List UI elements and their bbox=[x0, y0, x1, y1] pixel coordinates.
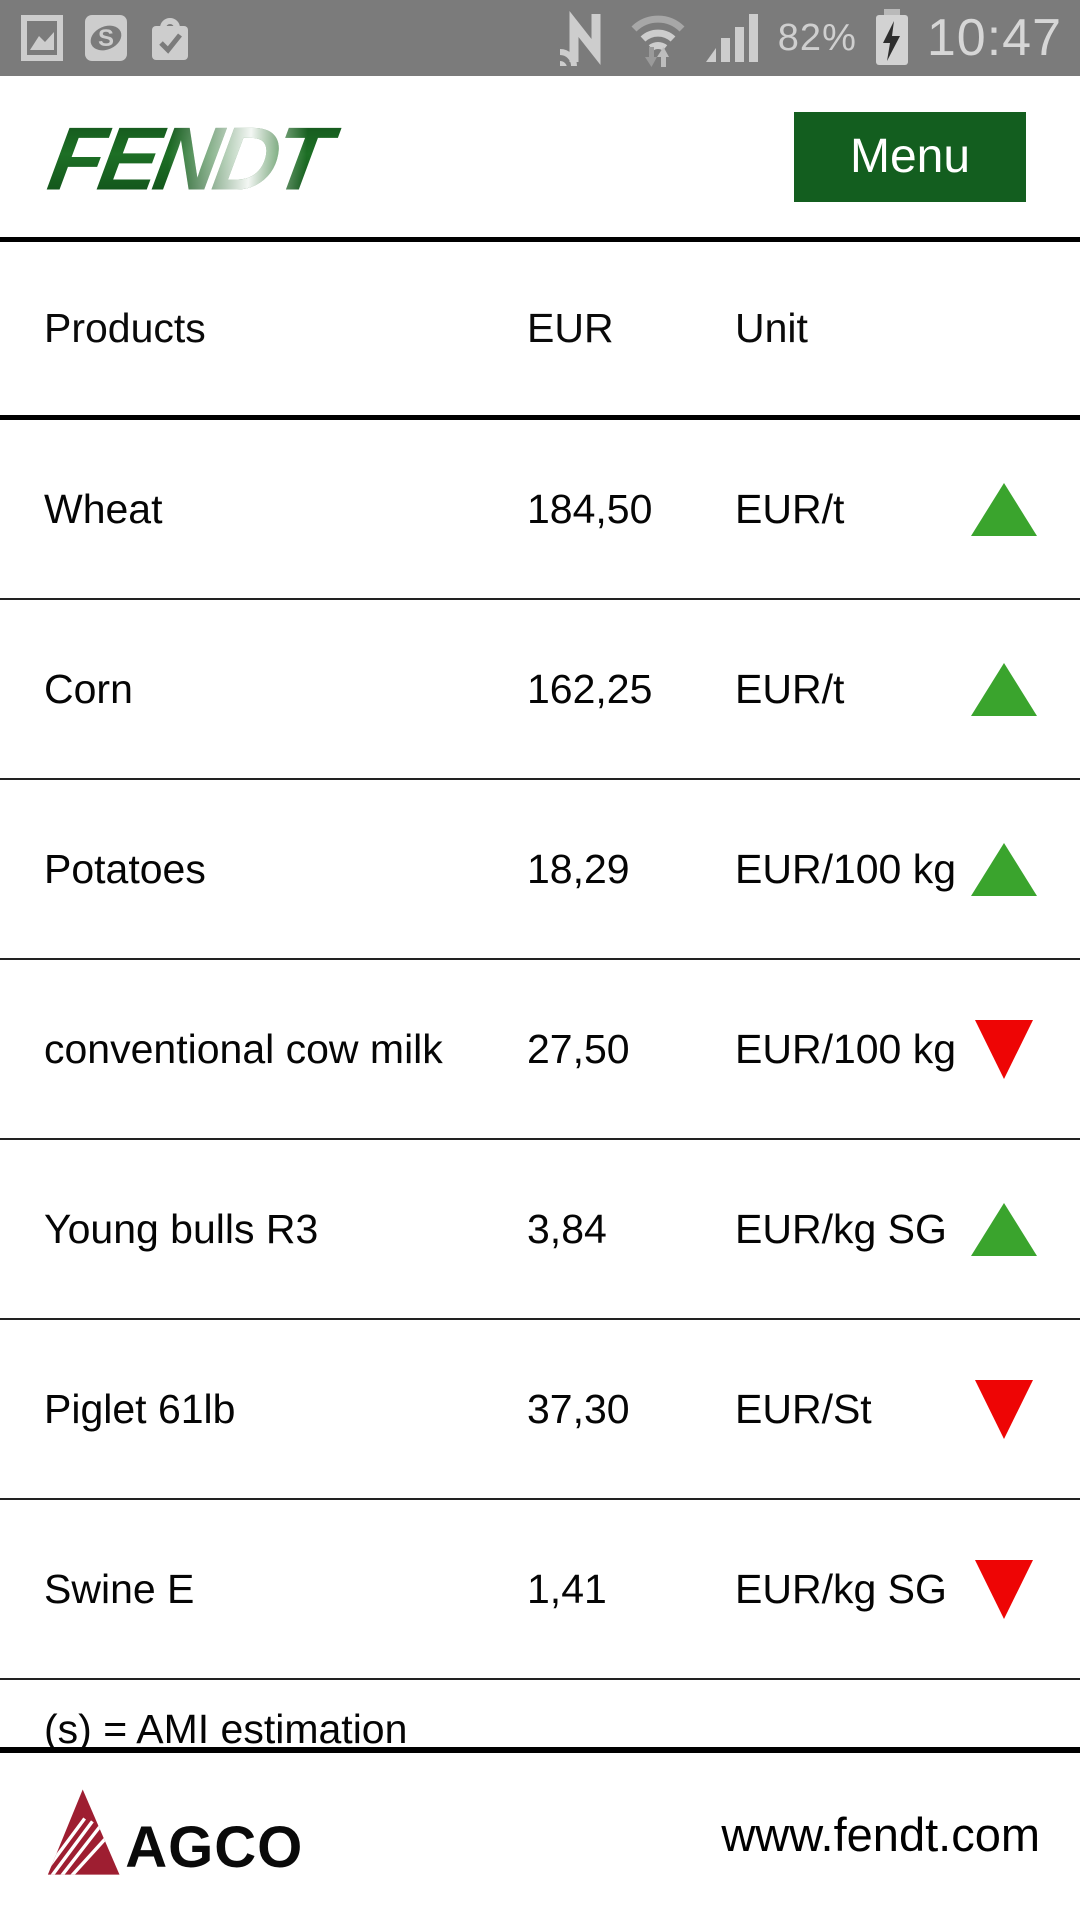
svg-text:S: S bbox=[98, 25, 114, 52]
menu-button-label: Menu bbox=[849, 130, 971, 183]
nfc-icon bbox=[559, 10, 601, 66]
trend-arrow-icon bbox=[975, 1019, 1033, 1079]
product-name: Corn bbox=[44, 665, 133, 712]
column-header-unit: Unit bbox=[735, 305, 808, 351]
trend-arrow-icon bbox=[971, 662, 1037, 716]
wifi-activity-arrows bbox=[644, 47, 669, 67]
unit-label: EUR/kg SG bbox=[735, 1205, 947, 1252]
battery-charging-icon bbox=[875, 9, 908, 65]
price-value: 1,41 bbox=[527, 1565, 607, 1612]
table-row: Wheat 184,50 EUR/t bbox=[0, 420, 1080, 600]
svg-text:FENDT: FENDT bbox=[44, 109, 345, 205]
table-row: conventional cow milk 27,50 EUR/100 kg bbox=[0, 960, 1080, 1140]
skype-icon: S bbox=[85, 15, 127, 61]
price-value: 162,25 bbox=[527, 665, 653, 712]
app-header: FENDT FENDT Menu bbox=[0, 76, 1080, 242]
signal-icon bbox=[705, 14, 758, 62]
unit-label: EUR/St bbox=[735, 1385, 872, 1432]
table-header: Products EUR Unit bbox=[0, 242, 1080, 420]
price-value: 18,29 bbox=[527, 845, 630, 892]
tasks-icon bbox=[152, 18, 188, 60]
gallery-icon bbox=[21, 15, 63, 61]
column-header-eur: EUR bbox=[527, 305, 614, 351]
trend-arrow-icon bbox=[975, 1379, 1033, 1439]
product-name: Piglet 61lb bbox=[44, 1385, 236, 1432]
agco-logo: AGCO bbox=[47, 1789, 303, 1879]
product-name: Wheat bbox=[44, 485, 163, 532]
column-header-products: Products bbox=[44, 305, 206, 351]
unit-label: EUR/t bbox=[735, 665, 845, 712]
footnote-band: (s) = AMI estimation bbox=[0, 1680, 1080, 1753]
product-name: Potatoes bbox=[44, 845, 206, 892]
price-value: 3,84 bbox=[527, 1205, 607, 1252]
app-footer: AGCO www.fendt.com bbox=[0, 1753, 1080, 1915]
svg-text:FENDT: FENDT bbox=[44, 109, 345, 205]
table-row: Young bulls R3 3,84 EUR/kg SG bbox=[0, 1140, 1080, 1320]
menu-button[interactable]: Menu bbox=[794, 111, 1026, 202]
clock-text: 10:47 bbox=[926, 9, 1062, 67]
trend-arrow-icon bbox=[971, 1202, 1037, 1256]
table-row: Potatoes 18,29 EUR/100 kg bbox=[0, 780, 1080, 960]
trend-arrow-icon bbox=[971, 482, 1037, 536]
unit-label: EUR/t bbox=[735, 485, 845, 532]
product-name: conventional cow milk bbox=[44, 1025, 443, 1072]
product-name: Young bulls R3 bbox=[44, 1205, 319, 1252]
website-link[interactable]: www.fendt.com bbox=[721, 1807, 1040, 1861]
price-value: 37,30 bbox=[527, 1385, 630, 1432]
table-row: Piglet 61lb 37,30 EUR/St bbox=[0, 1320, 1080, 1500]
unit-label: EUR/kg SG bbox=[735, 1565, 947, 1612]
trend-arrow-icon bbox=[975, 1559, 1033, 1619]
footnote-text: (s) = AMI estimation bbox=[44, 1706, 408, 1752]
unit-label: EUR/100 kg bbox=[735, 845, 957, 892]
svg-text:AGCO: AGCO bbox=[125, 1815, 303, 1879]
fendt-logo: FENDT FENDT bbox=[44, 109, 345, 205]
wifi-icon bbox=[631, 15, 685, 67]
status-bar: S 82 bbox=[0, 0, 1080, 76]
table-row: Swine E 1,41 EUR/kg SG bbox=[0, 1500, 1080, 1680]
price-value: 27,50 bbox=[527, 1025, 630, 1072]
battery-percent: 82% bbox=[777, 16, 857, 59]
trend-arrow-icon bbox=[971, 842, 1037, 896]
table-row: Corn 162,25 EUR/t bbox=[0, 600, 1080, 780]
unit-label: EUR/100 kg bbox=[735, 1025, 957, 1072]
product-name: Swine E bbox=[44, 1565, 195, 1612]
price-value: 184,50 bbox=[527, 485, 653, 532]
notification-icons: S bbox=[18, 14, 194, 62]
